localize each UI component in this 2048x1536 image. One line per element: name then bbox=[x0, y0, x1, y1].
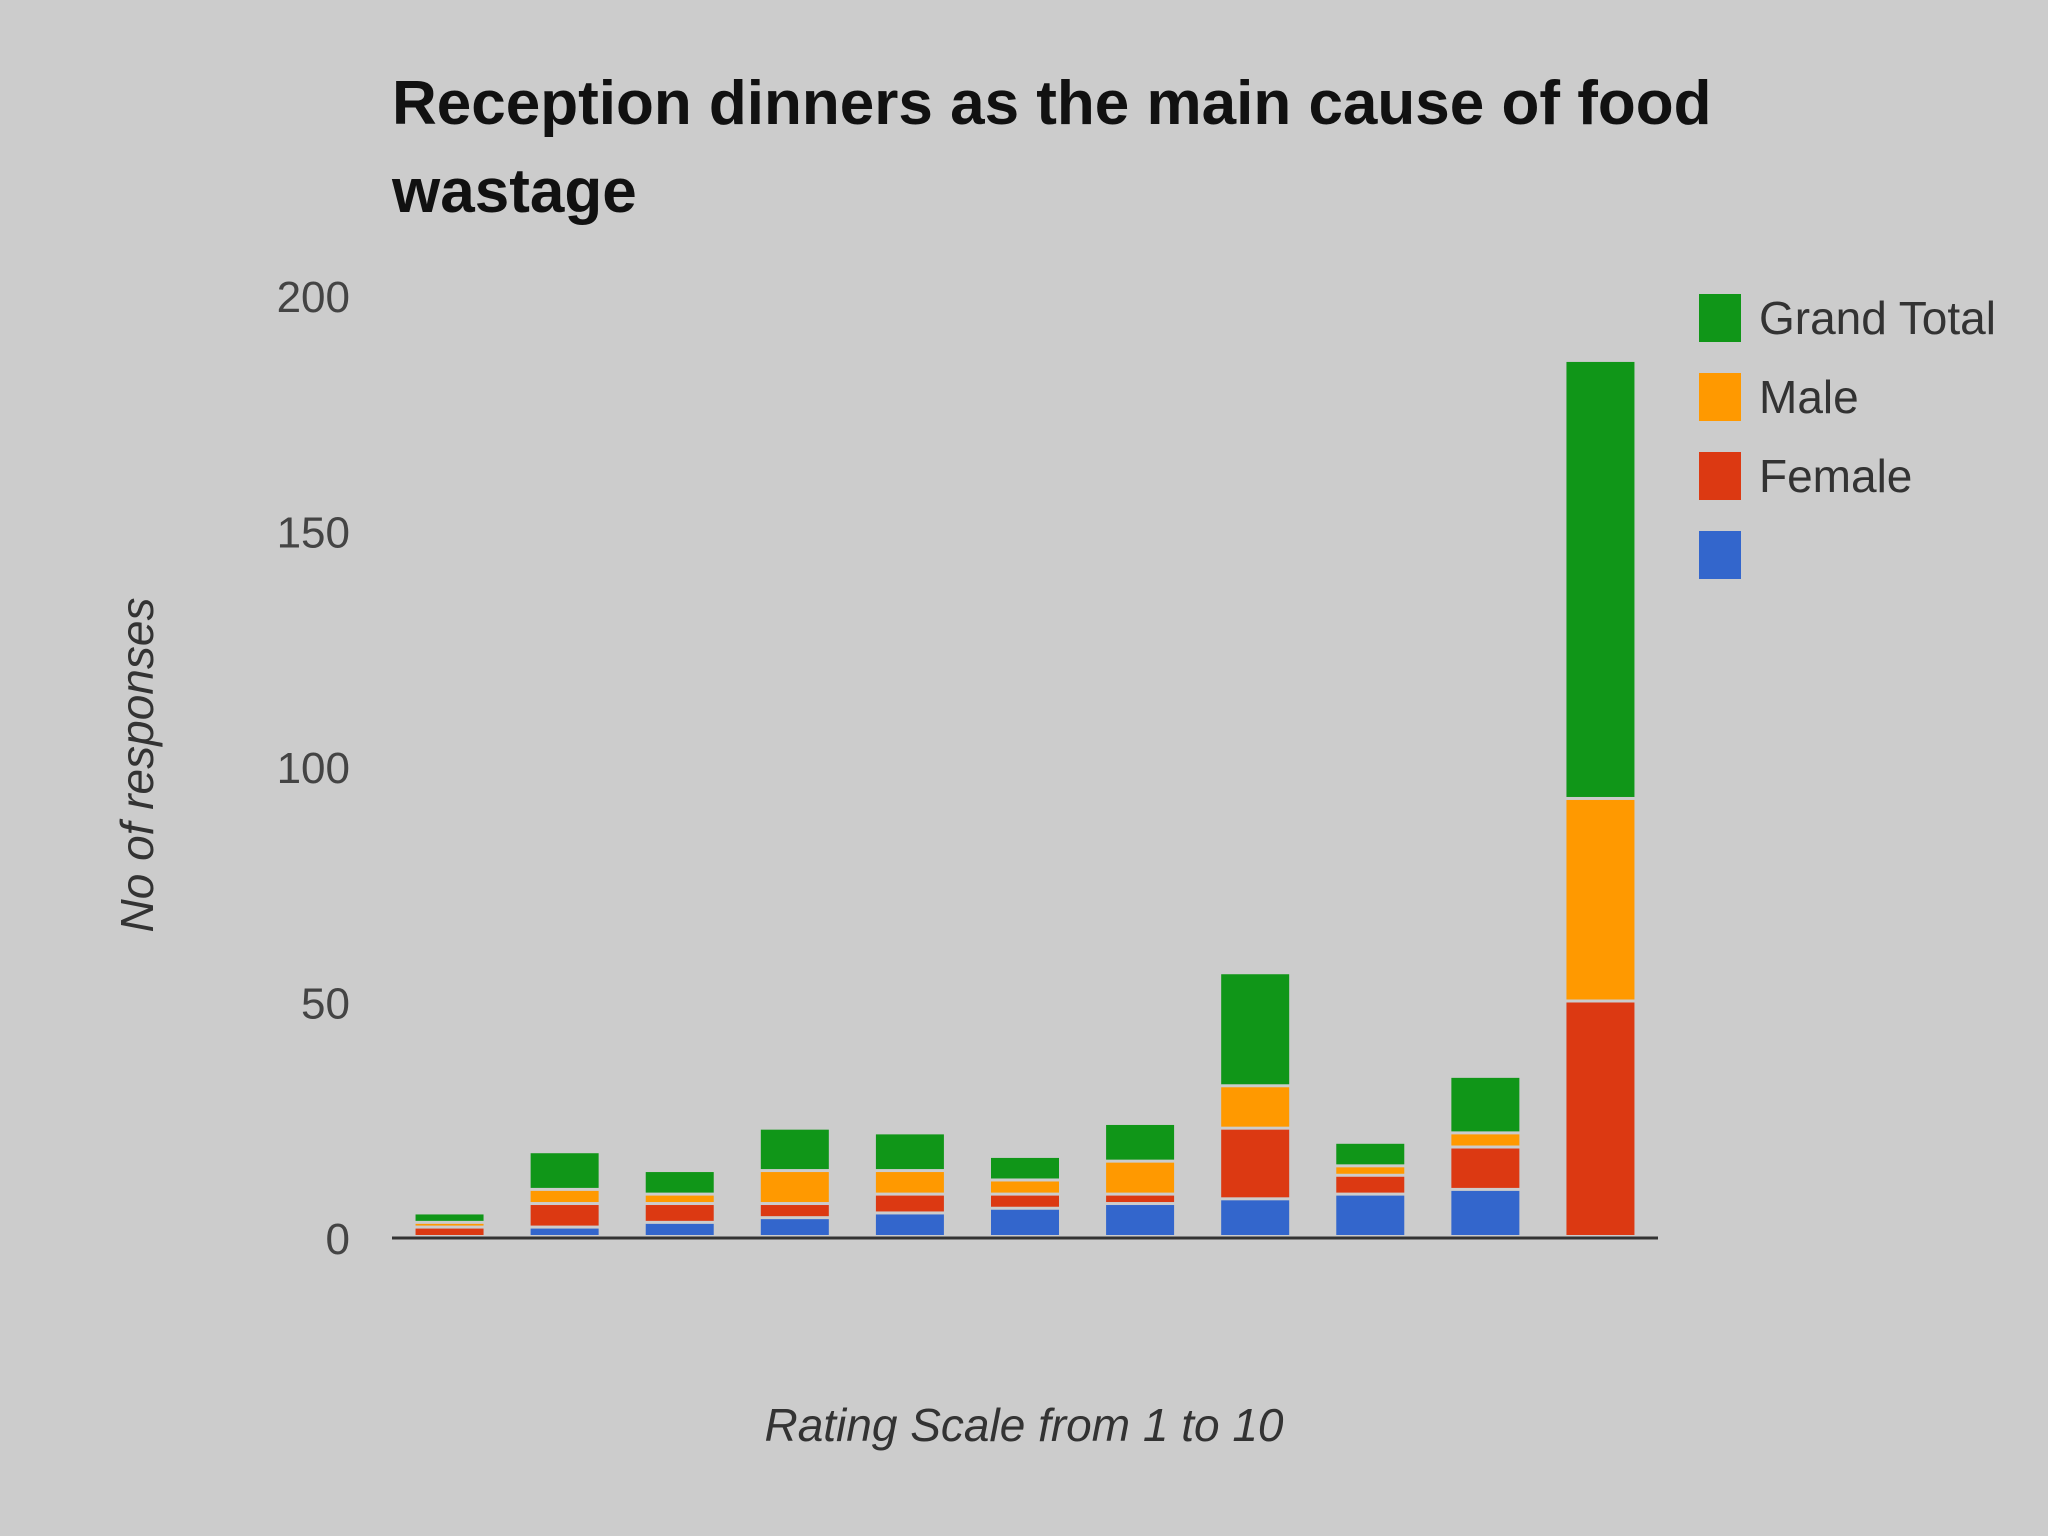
chart-title-line-1: Reception dinners as the main cause of f… bbox=[392, 69, 1712, 138]
bar-segment bbox=[415, 1214, 484, 1221]
bar-segment bbox=[991, 1181, 1059, 1193]
bar-segment bbox=[1221, 1129, 1290, 1198]
bar-segment bbox=[991, 1195, 1059, 1207]
bar-segment bbox=[1451, 1134, 1520, 1146]
bar-segment bbox=[415, 1223, 484, 1226]
legend-swatch bbox=[1699, 531, 1741, 579]
bar-segment bbox=[530, 1205, 599, 1226]
bar-segment bbox=[875, 1134, 944, 1170]
bar-segment bbox=[1451, 1190, 1520, 1235]
y-tick-label: 0 bbox=[326, 1215, 350, 1264]
x-axis-title: Rating Scale from 1 to 10 bbox=[764, 1399, 1284, 1451]
bar-segment bbox=[530, 1153, 599, 1188]
chart-title-line-2: wastage bbox=[392, 157, 637, 226]
bar-segment bbox=[875, 1195, 944, 1212]
bar-segment bbox=[760, 1129, 829, 1170]
bar-segment bbox=[1451, 1077, 1520, 1132]
legend-label: Male bbox=[1759, 371, 1859, 423]
bar-segment bbox=[1566, 361, 1635, 797]
bar-segment bbox=[1221, 1087, 1290, 1127]
bar-segment bbox=[991, 1157, 1059, 1179]
legend-label: Female bbox=[1759, 450, 1912, 502]
bar-segment bbox=[1566, 799, 1635, 1000]
bar-segment bbox=[760, 1205, 829, 1217]
bar-segment bbox=[1106, 1124, 1175, 1160]
legend-label: Grand Total bbox=[1759, 292, 1996, 344]
bar-segment bbox=[415, 1228, 484, 1235]
bar-segment bbox=[1566, 1002, 1635, 1235]
bar-segment bbox=[1221, 1200, 1290, 1235]
bar-segment bbox=[645, 1172, 714, 1193]
bar-segment bbox=[1336, 1195, 1405, 1235]
y-tick-label: 200 bbox=[277, 273, 350, 322]
bar-segment bbox=[875, 1214, 944, 1235]
bar-segment bbox=[760, 1219, 829, 1235]
bar-segment bbox=[645, 1223, 714, 1235]
bar-segment bbox=[760, 1172, 829, 1203]
y-axis-title: No of responses bbox=[111, 597, 163, 933]
bar-segment bbox=[530, 1228, 599, 1235]
y-tick-label: 50 bbox=[301, 980, 350, 1029]
bar-segment bbox=[645, 1195, 714, 1203]
bar-segment bbox=[1336, 1176, 1405, 1193]
y-tick-label: 100 bbox=[277, 744, 350, 793]
bar-segment bbox=[1106, 1205, 1175, 1235]
bar-segment bbox=[1451, 1148, 1520, 1188]
legend-swatch bbox=[1699, 452, 1741, 500]
legend-swatch bbox=[1699, 373, 1741, 421]
bar-segment bbox=[1106, 1195, 1175, 1203]
bar-segment bbox=[1336, 1143, 1405, 1165]
bar-segment bbox=[530, 1190, 599, 1203]
bar-segment bbox=[645, 1205, 714, 1221]
legend-swatch bbox=[1699, 294, 1741, 342]
y-tick-label: 150 bbox=[277, 509, 350, 558]
bar-segment bbox=[1106, 1162, 1175, 1193]
bar-segment bbox=[991, 1209, 1059, 1235]
bar-segment bbox=[1336, 1167, 1405, 1174]
bar-segment bbox=[875, 1172, 944, 1193]
bar-segment bbox=[1221, 974, 1290, 1085]
